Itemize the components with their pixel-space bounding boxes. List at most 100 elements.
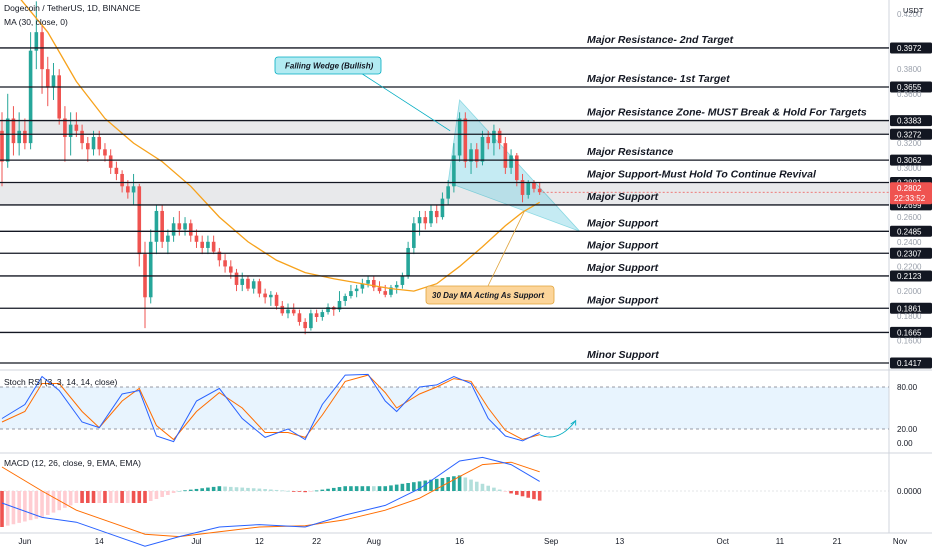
macd-histogram-bar (80, 491, 84, 503)
candle-body (183, 223, 187, 230)
candle-body (389, 287, 393, 295)
candle-body (223, 260, 227, 267)
macd-histogram-bar (274, 489, 279, 491)
candle-body (217, 251, 222, 261)
candle-body (91, 136, 96, 150)
candle-body (74, 124, 79, 131)
macd-histogram-bar (526, 491, 531, 498)
stoch-k-line (1, 373, 540, 443)
macd-histogram-bar (343, 486, 347, 491)
stoch-tick: 0.00 (897, 439, 913, 448)
candle-body (492, 130, 496, 144)
macd-line (1, 456, 540, 547)
macd-histogram-bar (68, 491, 73, 506)
grid (0, 0, 932, 534)
macd-histogram-bar (486, 485, 490, 491)
ma-support-label: 30 Day MA Acting As Support (432, 291, 544, 300)
currency-label: USDT (903, 6, 924, 15)
candle-body (297, 313, 302, 322)
macd-histogram-bar (394, 484, 399, 491)
level-price-badge (890, 42, 932, 54)
candle-body (280, 305, 285, 314)
time-tick: 11 (776, 537, 785, 546)
candle-body (320, 312, 325, 318)
level-price-badge (890, 357, 932, 369)
macd-histogram-bar (194, 488, 199, 491)
macd-histogram-bar (177, 491, 182, 492)
price-tick: 0.3800 (897, 65, 922, 74)
annotations: Falling Wedge (Bullish) 30 Day MA Acting … (274, 56, 555, 305)
candle-body (349, 291, 353, 297)
macd-histogram-bar (314, 490, 319, 492)
candle-body (452, 155, 456, 187)
candle-body (108, 155, 113, 168)
macd-histogram-bar (171, 491, 176, 493)
level-label: Major Resistance- 1st Target (587, 73, 730, 85)
macd-pane (0, 456, 889, 547)
candle-body (446, 186, 450, 199)
candle-body (309, 313, 313, 329)
macd-tick: 0.0000 (897, 487, 922, 496)
level-price-text: 0.3062 (897, 156, 922, 165)
price-tick: 0.2400 (897, 238, 922, 247)
macd-histogram-bar (360, 486, 365, 491)
macd-histogram-bar (457, 475, 462, 491)
macd-histogram-bar (74, 491, 79, 503)
last-price-countdown: 22:33:52 (894, 194, 926, 203)
candle-body (17, 130, 21, 144)
macd-histogram-bar (309, 491, 313, 492)
falling-wedge-box (274, 56, 382, 75)
candle-body (326, 307, 330, 313)
macd-histogram-bar (23, 491, 27, 522)
macd-histogram-bar (0, 491, 4, 527)
macd-histogram-bar (188, 489, 193, 491)
candle-body (354, 288, 359, 292)
time-tick: 14 (95, 537, 104, 546)
time-tick: Oct (716, 537, 729, 546)
stoch-arrow-head (570, 419, 577, 426)
macd-histogram-bar (257, 488, 262, 491)
candle-body (28, 50, 33, 144)
time-tick: Nov (893, 537, 907, 546)
time-tick: 21 (833, 537, 842, 546)
macd-histogram-bar (469, 479, 473, 491)
candle-body (86, 143, 90, 150)
time-tick: Jun (18, 537, 31, 546)
macd-histogram-bar (114, 491, 119, 503)
candle-body (457, 118, 462, 156)
level-label: Major Support (587, 191, 659, 203)
time-axis[interactable]: Jun14Jul1222Aug16Sep13Oct1121Nov15 (18, 537, 932, 546)
price-axis[interactable]: 0.4200 0.3800 0.3600 0.3200 0.3000 0.2600 0.24… (542, 10, 932, 496)
macd-histogram-bar (503, 491, 508, 492)
falling-wedge (447, 99, 581, 232)
candle-body (406, 247, 410, 277)
candle-body (486, 136, 490, 144)
candle-body (177, 223, 182, 230)
macd-histogram-bar (383, 486, 388, 491)
macd-histogram-bar (400, 483, 405, 491)
macd-histogram-bar (515, 491, 519, 495)
macd-signal-line (1, 461, 540, 538)
macd-histogram-bar (280, 490, 285, 492)
macd-histogram-bar (366, 486, 370, 491)
level-price-text: 0.2485 (897, 227, 922, 236)
candle-body (211, 241, 216, 252)
falling-wedge-pointer (349, 65, 451, 132)
candle-body (412, 223, 416, 248)
candle-body (509, 155, 513, 168)
ma-support-pointer (487, 210, 525, 287)
wedge-shape (447, 99, 581, 232)
level-price-badge (890, 115, 932, 127)
level-price-badge (890, 302, 932, 314)
candle-body (337, 300, 342, 310)
stoch-tick: 80.00 (897, 383, 918, 392)
candle-body (269, 294, 273, 298)
price-tick-top: 0.4200 (897, 10, 922, 19)
macd-histogram-bar (131, 491, 136, 503)
candle-body (372, 280, 376, 288)
candle-body (246, 278, 250, 289)
stoch-rsi-legend: Stoch RSI (3, 3, 14, 14, close) (4, 377, 118, 387)
ma-legend: MA (30, close, 0) (4, 17, 68, 27)
level-price-text: 0.1861 (897, 304, 922, 313)
